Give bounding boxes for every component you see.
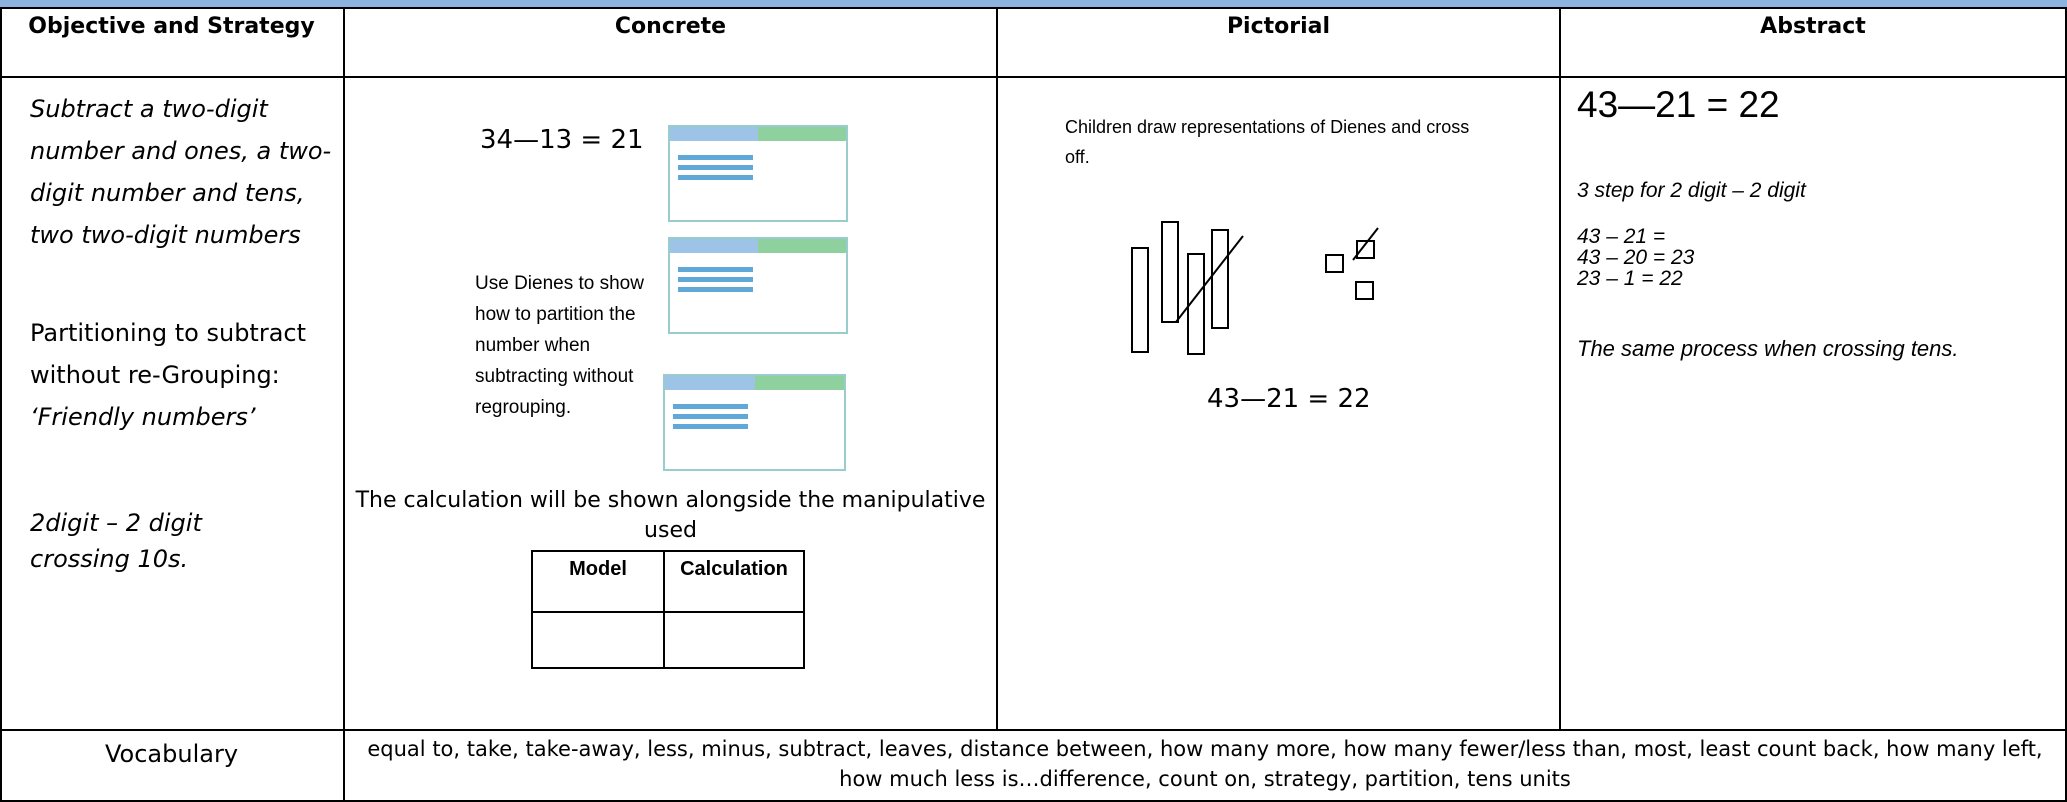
abstract-note: The same process when crossing tens.: [1577, 336, 1959, 361]
rule: [0, 76, 2067, 78]
friendly: ‘Friendly numbers’: [30, 403, 256, 431]
concrete-note: Use Dienes to show how to partition the …: [475, 273, 644, 418]
mini-header: Model: [569, 558, 627, 580]
rule: [0, 7, 2067, 9]
pictorial-note: Children draw representations of Dienes …: [1065, 117, 1470, 167]
dienes-chart: [668, 125, 848, 222]
dienes-drawing: [1131, 221, 1379, 355]
objective-crossing: 2digit – 2 digit crossing 10s.: [30, 509, 202, 573]
rule: [0, 7, 2, 802]
abstract-steps: 43 – 21 = 43 – 20 = 23 23 – 1 = 22: [1577, 226, 1694, 289]
dienes-chart: [668, 237, 848, 334]
step: 23 – 1 = 22: [1577, 267, 1683, 290]
header-cell: Abstract: [1760, 14, 1866, 39]
rule: [343, 7, 345, 802]
concrete-equation: 34—13 = 21: [480, 125, 644, 155]
header-cell: Pictorial: [1226, 14, 1331, 39]
step: 43 – 21 =: [1577, 225, 1666, 248]
vocabulary-label: Vocabulary: [104, 740, 239, 768]
header-cell: Concrete: [614, 14, 727, 39]
partitioning: Partitioning to subtract without re-Grou…: [30, 319, 307, 389]
concrete-caption: The calculation will be shown alongside …: [355, 488, 986, 543]
rule: [0, 800, 2067, 802]
rule: [0, 729, 2067, 731]
rule: [2065, 7, 2067, 802]
vocabulary-text: equal to, take, take-away, less, minus, …: [367, 737, 2043, 791]
abstract-heading: 3 step for 2 digit – 2 digit: [1577, 179, 1806, 202]
top-strip: [0, 0, 2067, 7]
pictorial-equation: 43—21 = 22: [1207, 384, 1371, 414]
mini-header: Calculation: [680, 558, 788, 580]
objective-intro: Subtract a two-digit number and ones, a …: [30, 95, 332, 249]
step: 43 – 20 = 23: [1577, 246, 1695, 269]
rule: [1559, 7, 1561, 731]
mini-table: Model Calculation: [531, 550, 805, 669]
abstract-equation: 43—21 = 22: [1577, 84, 1780, 125]
header-cell: Objective and Strategy: [28, 14, 315, 39]
dienes-chart: [663, 374, 846, 471]
objective-strategy: Partitioning to subtract without re-Grou…: [30, 312, 335, 438]
rule: [996, 7, 998, 731]
